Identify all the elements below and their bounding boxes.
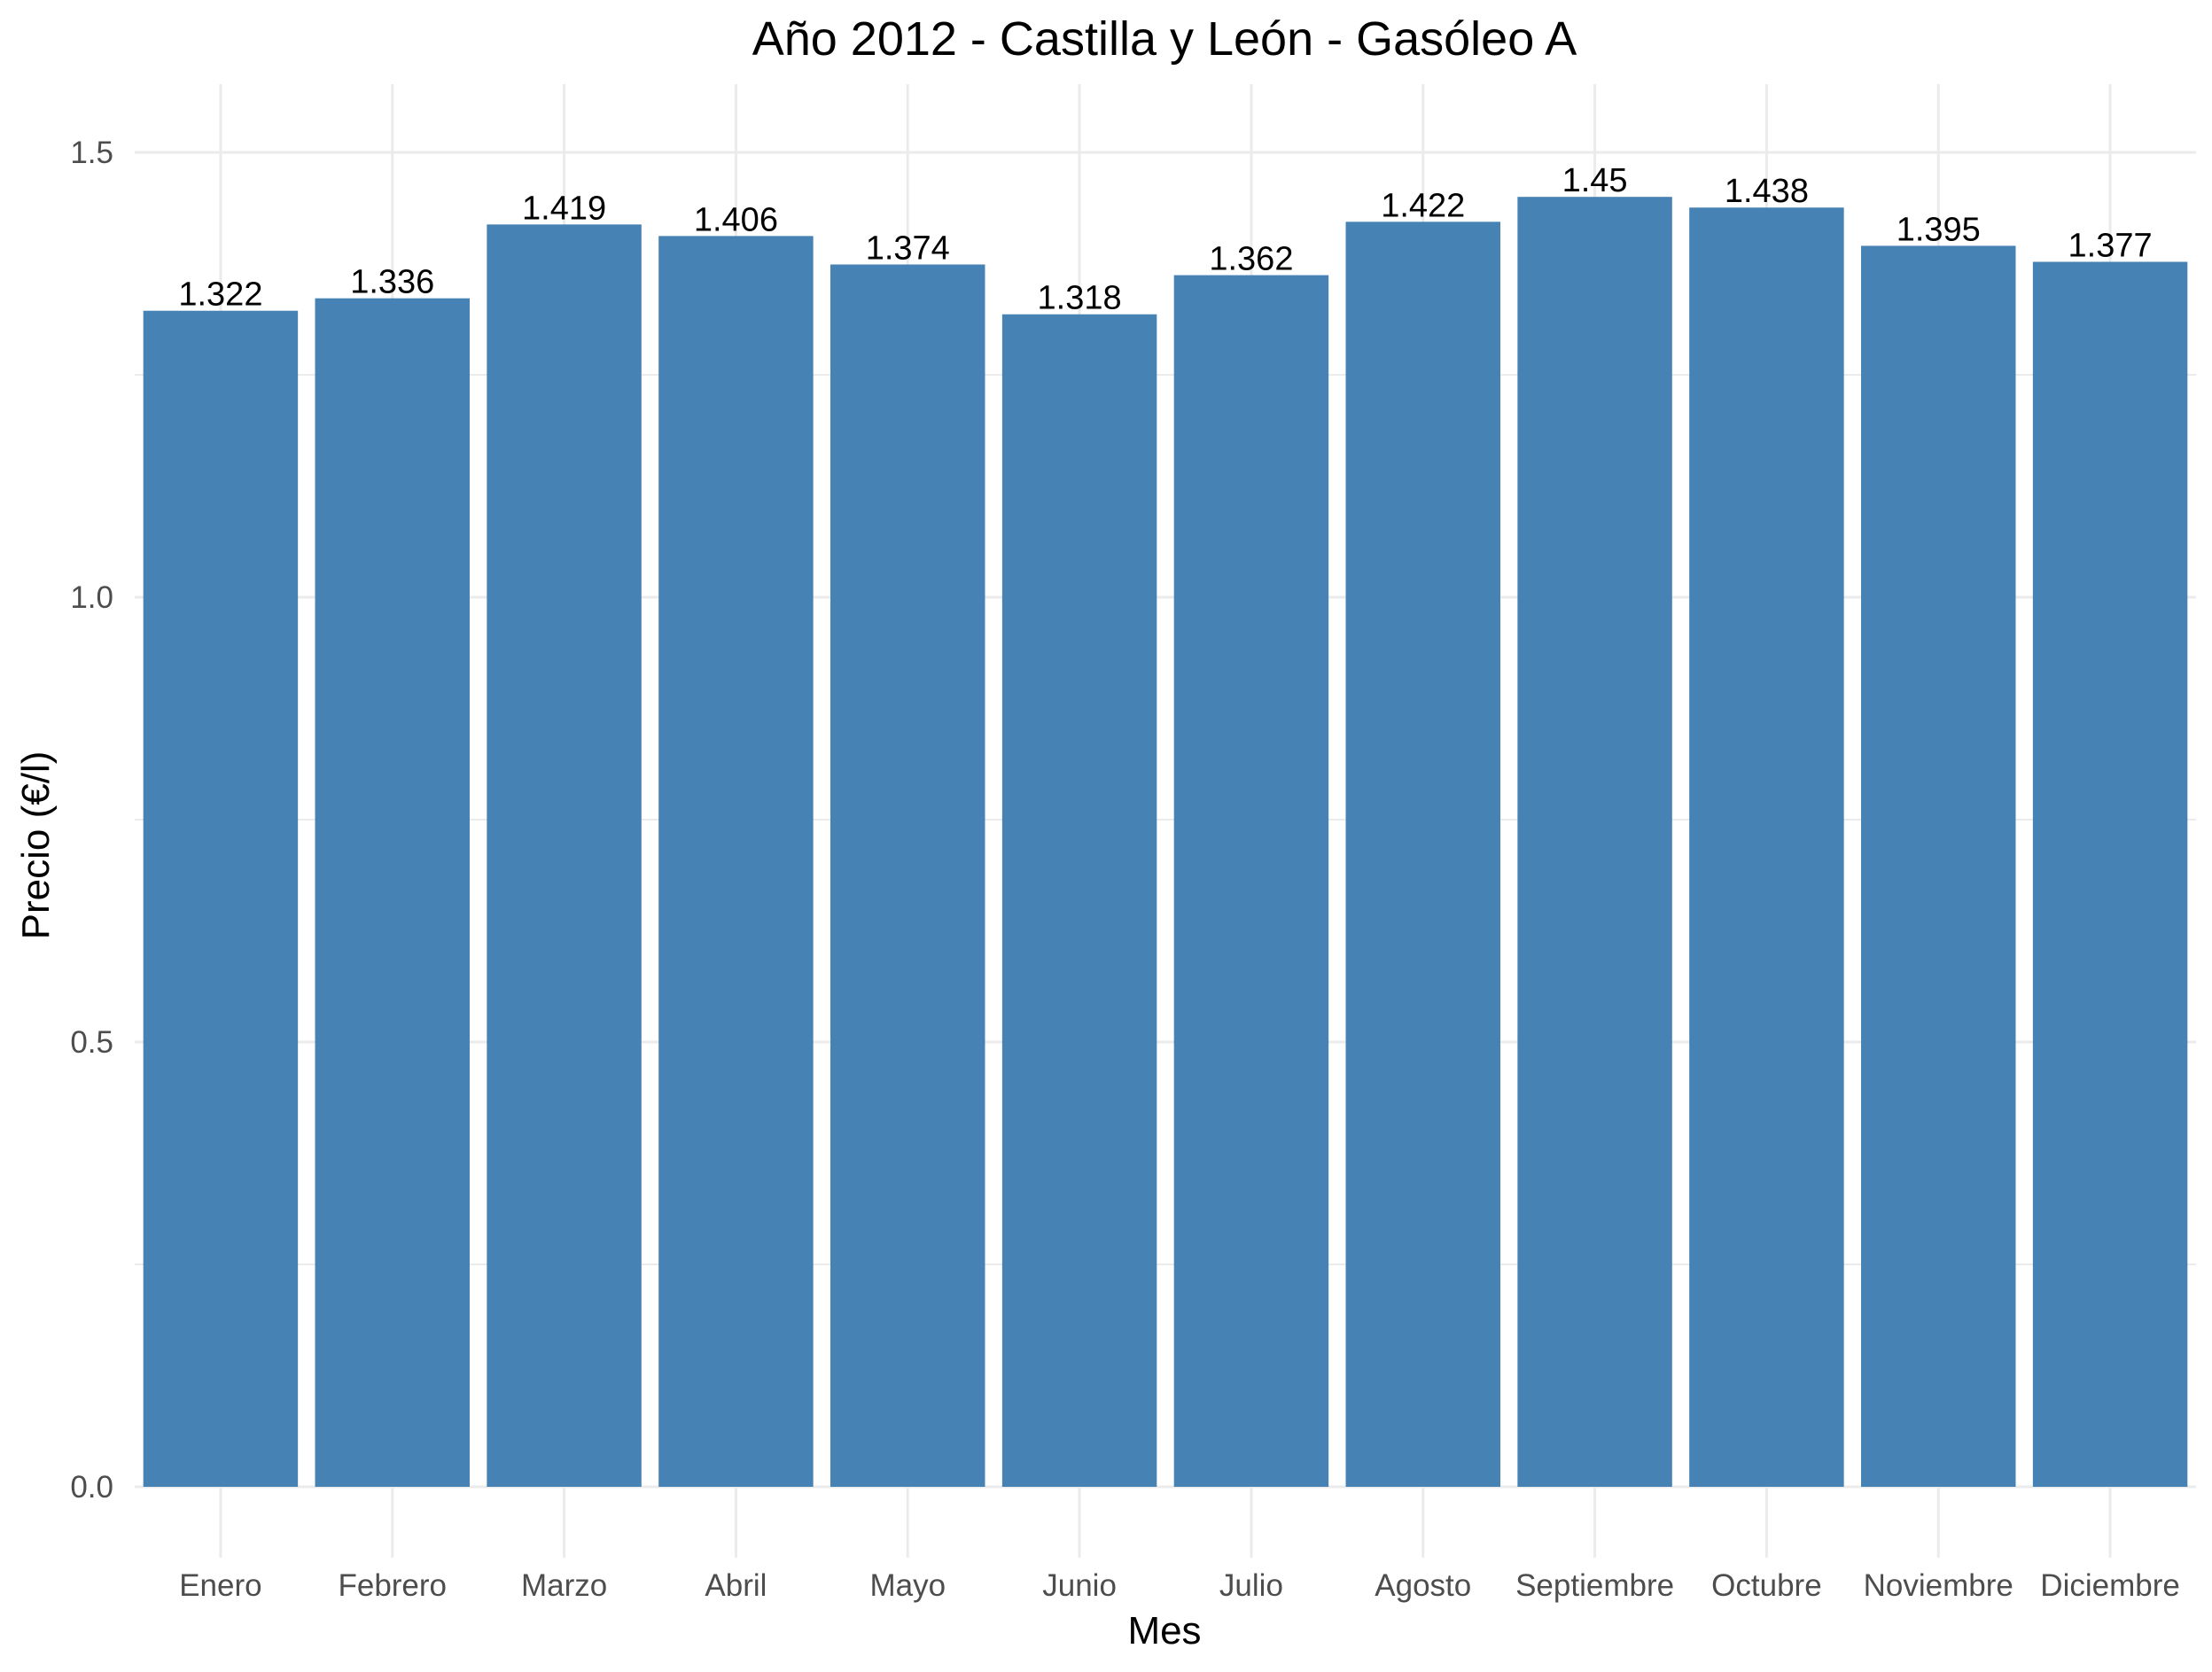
data-label: 1.419 <box>522 190 606 227</box>
bar-abril <box>658 236 814 1488</box>
x-tick-label: Agosto <box>1375 1568 1471 1603</box>
y-axis-title: Precio (€/l) <box>14 751 58 940</box>
bar-diciembre <box>2032 261 2188 1488</box>
chart-title: Año 2012 - Castilla y León - Gasóleo A <box>752 12 1577 66</box>
data-label: 1.336 <box>350 264 434 301</box>
y-tick-label: 0.5 <box>70 1025 113 1060</box>
y-tick-label: 1.5 <box>70 136 113 170</box>
bar-mayo <box>830 264 985 1487</box>
x-tick-label: Noviembre <box>1864 1568 2013 1603</box>
data-label: 1.318 <box>1038 280 1122 317</box>
bar-agosto <box>1345 222 1500 1487</box>
data-label: 1.322 <box>178 276 262 314</box>
bar-septiembre <box>1517 197 1672 1488</box>
data-label: 1.406 <box>694 201 778 238</box>
x-tick-label: Junio <box>1042 1568 1117 1603</box>
bar-noviembre <box>1861 245 2016 1487</box>
bars-layer <box>143 197 2188 1488</box>
bar-octubre <box>1689 207 1844 1487</box>
x-tick-label: Mayo <box>869 1568 946 1603</box>
data-label: 1.422 <box>1381 187 1465 224</box>
x-tick-label: Septiembre <box>1515 1568 1674 1603</box>
x-tick-label: Abril <box>705 1568 767 1603</box>
x-axis-title: Mes <box>1127 1609 1201 1653</box>
data-label: 1.362 <box>1209 241 1293 278</box>
data-label: 1.438 <box>1725 173 1809 210</box>
x-tick-label: Julio <box>1219 1568 1283 1603</box>
bar-febrero <box>315 298 470 1487</box>
axes: Enero Febrero Marzo Abril Mayo Junio Julio Agos… <box>70 136 2180 1603</box>
bar-julio <box>1173 275 1329 1487</box>
bar-junio <box>1001 314 1157 1487</box>
x-tick-label: Febrero <box>338 1568 447 1603</box>
data-label: 1.45 <box>1562 162 1628 199</box>
x-tick-label: Marzo <box>521 1568 607 1603</box>
data-label: 1.374 <box>866 230 950 268</box>
x-tick-label: Enero <box>179 1568 261 1603</box>
x-tick-label: Diciembre <box>2040 1568 2180 1603</box>
y-tick-label: 1.0 <box>70 580 113 615</box>
data-label: 1.377 <box>2068 227 2153 264</box>
x-tick-label: Octubre <box>1711 1568 1822 1603</box>
data-label: 1.395 <box>1897 211 1981 248</box>
bar-enero <box>143 310 299 1487</box>
data-labels: 1.322 1.336 1.419 1.406 1.374 1.318 1.362 1.422… <box>178 162 2152 317</box>
y-tick-label: 0.0 <box>70 1470 113 1505</box>
bar-marzo <box>487 224 642 1488</box>
